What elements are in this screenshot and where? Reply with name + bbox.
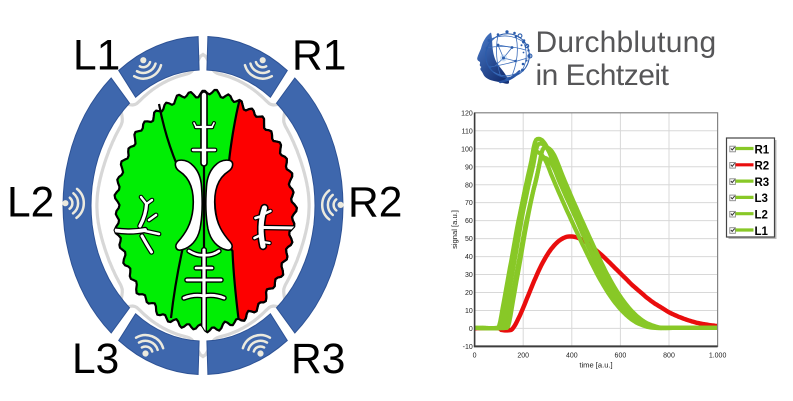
svg-text:60: 60 bbox=[465, 218, 473, 225]
svg-text:L3: L3 bbox=[72, 336, 119, 383]
svg-text:R2: R2 bbox=[348, 179, 402, 226]
svg-text:-10: -10 bbox=[463, 344, 473, 351]
svg-text:L1: L1 bbox=[73, 32, 120, 79]
svg-text:R1: R1 bbox=[755, 144, 770, 156]
svg-text:40: 40 bbox=[465, 254, 473, 261]
svg-text:110: 110 bbox=[462, 128, 473, 135]
svg-text:50: 50 bbox=[465, 236, 473, 243]
svg-text:L2: L2 bbox=[755, 210, 768, 222]
svg-text:10: 10 bbox=[465, 308, 473, 315]
svg-text:R2: R2 bbox=[755, 161, 770, 173]
svg-text:R3: R3 bbox=[291, 336, 345, 383]
svg-text:Durchblutung: Durchblutung bbox=[536, 26, 717, 59]
svg-text:20: 20 bbox=[465, 290, 473, 297]
svg-text:400: 400 bbox=[566, 352, 578, 359]
svg-text:R1: R1 bbox=[292, 32, 346, 79]
svg-text:30: 30 bbox=[465, 272, 473, 279]
svg-text:80: 80 bbox=[465, 182, 473, 189]
svg-text:in Echtzeit: in Echtzeit bbox=[536, 59, 670, 92]
svg-text:L1: L1 bbox=[755, 226, 769, 238]
svg-text:L3: L3 bbox=[755, 193, 768, 205]
svg-text:70: 70 bbox=[465, 200, 473, 207]
svg-text:800: 800 bbox=[663, 352, 675, 359]
svg-text:200: 200 bbox=[517, 352, 529, 359]
svg-text:0: 0 bbox=[469, 326, 473, 333]
svg-text:120: 120 bbox=[461, 110, 473, 117]
svg-text:L2: L2 bbox=[7, 179, 54, 226]
svg-text:0: 0 bbox=[473, 352, 477, 359]
svg-text:R3: R3 bbox=[755, 177, 770, 189]
svg-text:600: 600 bbox=[615, 352, 627, 359]
svg-text:time [a.u.]: time [a.u.] bbox=[579, 360, 612, 369]
svg-text:90: 90 bbox=[465, 164, 473, 171]
svg-text:signal [a.u.]: signal [a.u.] bbox=[450, 210, 459, 249]
svg-text:1.000: 1.000 bbox=[709, 352, 727, 359]
svg-text:100: 100 bbox=[461, 146, 473, 153]
